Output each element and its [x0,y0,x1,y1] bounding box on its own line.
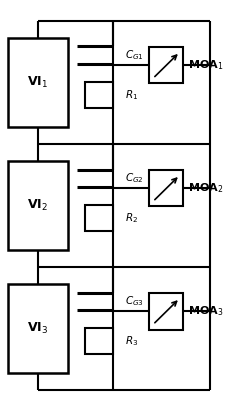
Bar [85,82,113,108]
Text: MOA$_1$: MOA$_1$ [187,58,223,72]
Bar [85,328,113,354]
Text: VI$_1$: VI$_1$ [27,75,48,90]
Bar [8,38,68,127]
Text: $R_2$: $R_2$ [125,211,138,225]
Bar [8,284,68,373]
Text: $C_{G3}$: $C_{G3}$ [125,295,144,309]
Bar [149,293,183,330]
Text: VI$_3$: VI$_3$ [27,321,48,336]
Text: $R_3$: $R_3$ [125,334,139,348]
Text: $R_1$: $R_1$ [125,88,139,102]
Text: MOA$_2$: MOA$_2$ [187,181,223,195]
Bar [149,170,183,207]
Text: MOA$_3$: MOA$_3$ [187,305,223,318]
Text: $C_{G1}$: $C_{G1}$ [125,49,144,62]
Bar [85,205,113,231]
Bar [149,47,183,83]
Bar [8,161,68,250]
Text: $C_{G2}$: $C_{G2}$ [125,172,144,185]
Text: VI$_2$: VI$_2$ [27,198,48,213]
